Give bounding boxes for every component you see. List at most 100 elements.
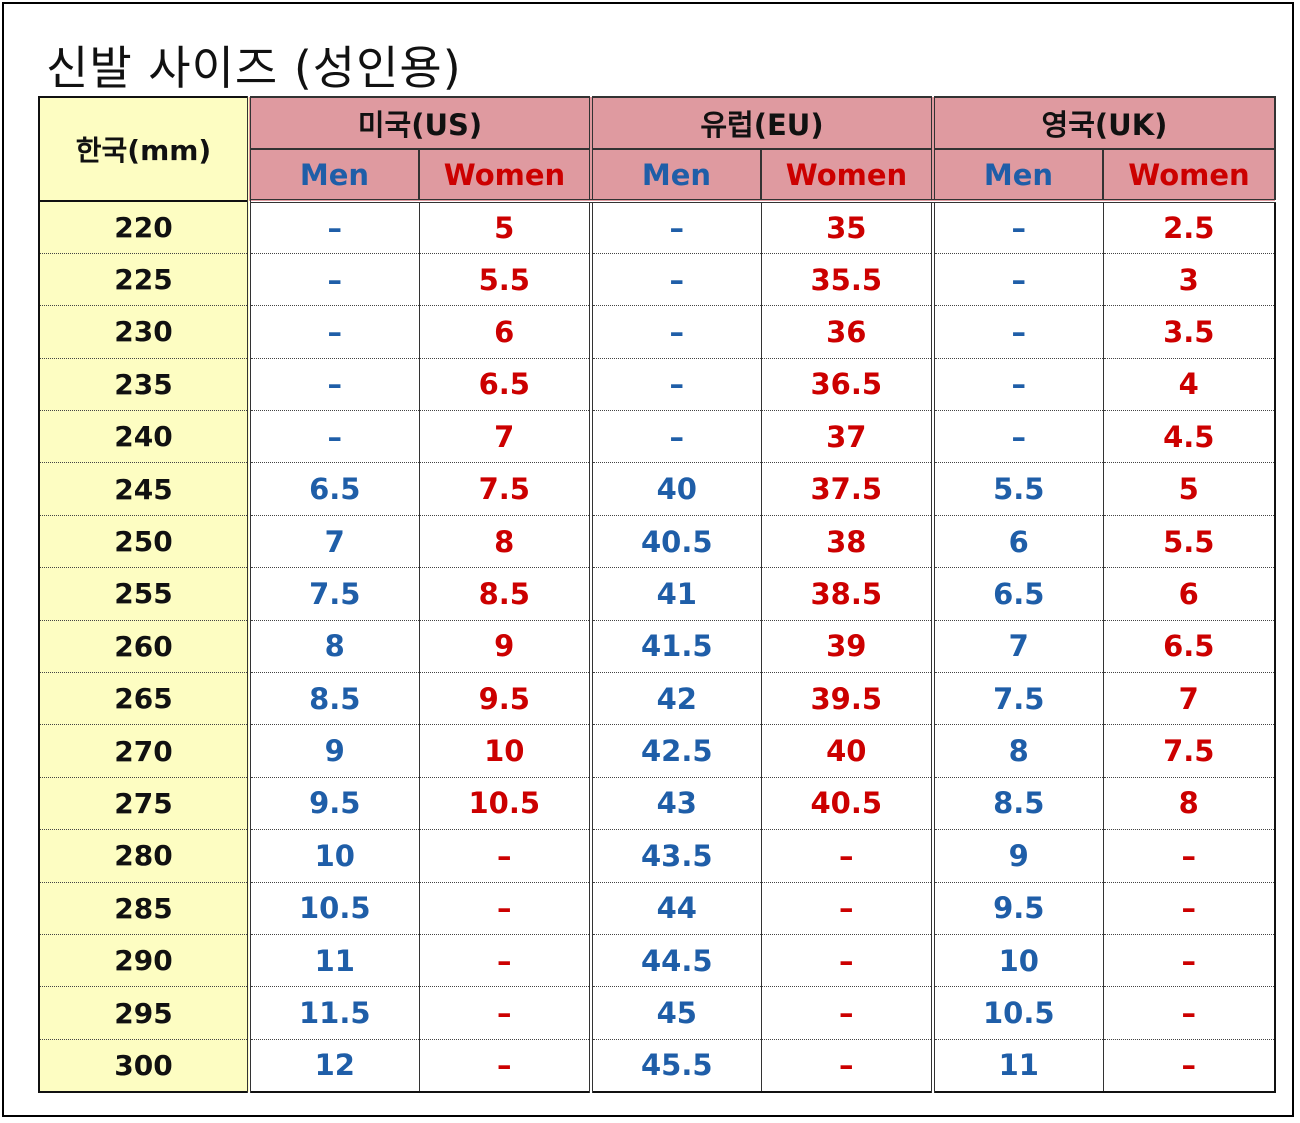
eu-men-cell: 40.5: [589, 515, 762, 569]
us-women-cell: 6: [418, 305, 592, 359]
table-row: 280 10–43.5–9–: [38, 829, 1276, 883]
korea-mm-cell: 285: [38, 882, 251, 935]
eu-men-cell: –: [589, 305, 762, 359]
table-row: 230–6–36–3.5: [38, 305, 1276, 359]
us-women-cell: –: [418, 882, 592, 935]
uk-group-header: 영국(UK): [931, 96, 1276, 150]
us-women-cell: 10: [418, 724, 592, 778]
eu-group-header: 유럽(EU): [589, 96, 934, 150]
eu-men-cell: –: [589, 201, 762, 254]
uk-women-cell: –: [1102, 829, 1276, 883]
korea-mm-cell: 290: [38, 934, 251, 988]
us-men-cell: 7: [248, 515, 420, 569]
us-women-cell: 6.5: [418, 358, 592, 412]
eu-women-cell: 40: [760, 724, 934, 778]
us-women-header: Women: [418, 148, 592, 203]
us-men-cell: 12: [248, 1039, 420, 1093]
korea-mm-header: 한국(mm): [38, 96, 251, 202]
table-row: 240–7–37–4.5: [38, 410, 1276, 464]
eu-men-cell: 45: [589, 986, 762, 1040]
korea-mm-cell: 245: [38, 462, 251, 516]
eu-men-cell: 42.5: [589, 724, 762, 778]
korea-mm-cell: 280: [38, 829, 251, 883]
us-men-cell: 9.5: [248, 777, 420, 831]
uk-women-cell: 4: [1102, 358, 1276, 412]
eu-women-cell: 39.5: [760, 672, 934, 726]
uk-men-cell: 6: [931, 515, 1104, 569]
eu-men-cell: 42: [589, 672, 762, 726]
korea-mm-cell: 300: [38, 1039, 251, 1093]
korea-mm-cell: 295: [38, 986, 251, 1040]
korea-mm-cell: 250: [38, 515, 251, 569]
us-women-cell: –: [418, 829, 592, 883]
uk-women-cell: 3: [1102, 253, 1276, 307]
eu-men-header: Men: [589, 148, 762, 203]
eu-women-cell: 38.5: [760, 567, 934, 621]
uk-women-cell: –: [1102, 882, 1276, 935]
eu-men-cell: 44.5: [589, 934, 762, 988]
korea-mm-cell: 240: [38, 410, 251, 464]
korea-mm-cell: 235: [38, 358, 251, 412]
us-women-cell: 7.5: [418, 462, 592, 516]
eu-men-cell: –: [589, 410, 762, 464]
us-men-cell: 9: [248, 724, 420, 778]
us-men-cell: 11.5: [248, 986, 420, 1040]
table-row: 260 8 9 41.5 39 7 6.5: [38, 620, 1276, 674]
table-row: 265 8.5 9.5 42 39.5 7.5 7: [38, 672, 1276, 726]
us-group-header: 미국(US): [248, 96, 592, 150]
eu-women-cell: –: [760, 1039, 934, 1093]
eu-women-cell: 35: [760, 201, 934, 254]
table-row: 235–6.5–36.5–4: [38, 358, 1276, 412]
us-men-cell: –: [248, 305, 420, 359]
eu-women-cell: 37.5: [760, 462, 934, 516]
uk-women-cell: –: [1102, 1039, 1276, 1093]
us-women-cell: 7: [418, 410, 592, 464]
uk-men-cell: 5.5: [931, 462, 1104, 516]
eu-women-cell: –: [760, 986, 934, 1040]
table-row: 300 12–45.5–11–: [38, 1039, 1276, 1093]
uk-women-cell: 8: [1102, 777, 1276, 831]
uk-men-header: Men: [931, 148, 1104, 203]
table-row: 285 10.5–44–9.5–: [38, 882, 1276, 935]
us-men-cell: –: [248, 201, 420, 254]
sub-header-row: Men Women Men Women Men Women: [39, 148, 1276, 203]
table-row: 290 11–44.5–10–: [38, 934, 1276, 988]
eu-men-cell: –: [589, 358, 762, 412]
eu-men-cell: 43.5: [589, 829, 762, 883]
uk-men-cell: 6.5: [931, 567, 1104, 621]
korea-mm-cell: 220: [38, 201, 251, 254]
us-women-cell: 8.5: [418, 567, 592, 621]
uk-men-cell: –: [931, 201, 1104, 254]
size-table-body: 220–5–35–2.5 225–5.5–35.5–3 230–6–36–3.5 23…: [38, 201, 1276, 1093]
uk-men-cell: 7.5: [931, 672, 1104, 726]
korea-mm-cell: 270: [38, 724, 251, 778]
table-row: 270 9 10 42.5 40 8 7.5: [38, 724, 1276, 778]
us-men-cell: –: [248, 358, 420, 412]
us-women-cell: –: [418, 986, 592, 1040]
eu-men-cell: 43: [589, 777, 762, 831]
uk-women-cell: 7: [1102, 672, 1276, 726]
table-row: 220–5–35–2.5: [38, 201, 1276, 254]
uk-men-cell: 8: [931, 724, 1104, 778]
eu-women-cell: –: [760, 882, 934, 935]
eu-men-cell: 44: [589, 882, 762, 935]
table-row: 275 9.5 10.5 43 40.5 8.5 8: [38, 777, 1276, 831]
us-men-cell: 6.5: [248, 462, 420, 516]
uk-men-cell: –: [931, 305, 1104, 359]
korea-mm-cell: 265: [38, 672, 251, 726]
uk-men-cell: –: [931, 253, 1104, 307]
uk-women-cell: –: [1102, 934, 1276, 988]
us-women-cell: –: [418, 934, 592, 988]
uk-men-cell: 8.5: [931, 777, 1104, 831]
table-row: 250 7 8 40.5 38 6 5.5: [38, 515, 1276, 569]
us-men-cell: 11: [248, 934, 420, 988]
eu-women-cell: 37: [760, 410, 934, 464]
uk-men-cell: 10.5: [931, 986, 1104, 1040]
eu-men-cell: –: [589, 253, 762, 307]
eu-men-cell: 40: [589, 462, 762, 516]
us-women-cell: 10.5: [418, 777, 592, 831]
uk-women-cell: 3.5: [1102, 305, 1276, 359]
eu-men-cell: 41.5: [589, 620, 762, 674]
korea-mm-cell: 230: [38, 305, 251, 359]
uk-women-cell: 2.5: [1102, 201, 1276, 254]
